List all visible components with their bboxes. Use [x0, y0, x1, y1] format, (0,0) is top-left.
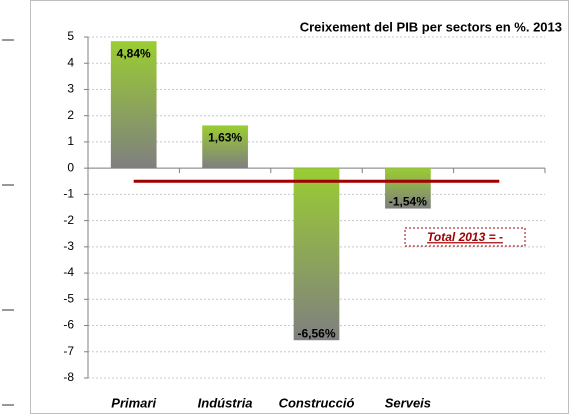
x-tick-label: Serveis — [385, 395, 431, 410]
bar — [110, 41, 157, 169]
y-tick-label: 5 — [67, 29, 74, 43]
value-label: 4,84% — [117, 46, 151, 60]
chart-title: Creixement del PIB per sectors en %. 201… — [300, 19, 562, 34]
x-tick-label: Primari — [111, 395, 156, 410]
y-tick-label: 4 — [67, 55, 74, 69]
annotation: Total 2013 = - — [427, 230, 503, 244]
y-tick-label: -6 — [63, 318, 74, 332]
value-label: 1,63% — [208, 131, 242, 145]
y-tick-label: -2 — [63, 213, 74, 227]
y-tick-label: 3 — [67, 82, 74, 96]
y-tick-label: 2 — [67, 108, 74, 122]
x-tick-label: Construcció — [279, 395, 355, 410]
value-label: -6,56% — [297, 326, 335, 340]
value-label: -1,54% — [389, 195, 427, 209]
bar — [202, 125, 248, 169]
y-tick-label: -5 — [63, 291, 74, 305]
bar — [293, 168, 340, 341]
y-tick-label: -4 — [63, 265, 74, 279]
y-tick-label: -7 — [63, 344, 74, 358]
y-tick-label: 0 — [67, 160, 74, 174]
left-decoration — [2, 39, 14, 406]
x-tick-label: Indústria — [198, 395, 253, 410]
y-tick-label: -3 — [63, 239, 74, 253]
y-tick-label: 1 — [67, 134, 74, 148]
bar — [385, 168, 431, 209]
annotation-box — [404, 227, 526, 247]
y-tick-label: -1 — [63, 187, 74, 201]
y-tick-label: -8 — [63, 370, 74, 384]
